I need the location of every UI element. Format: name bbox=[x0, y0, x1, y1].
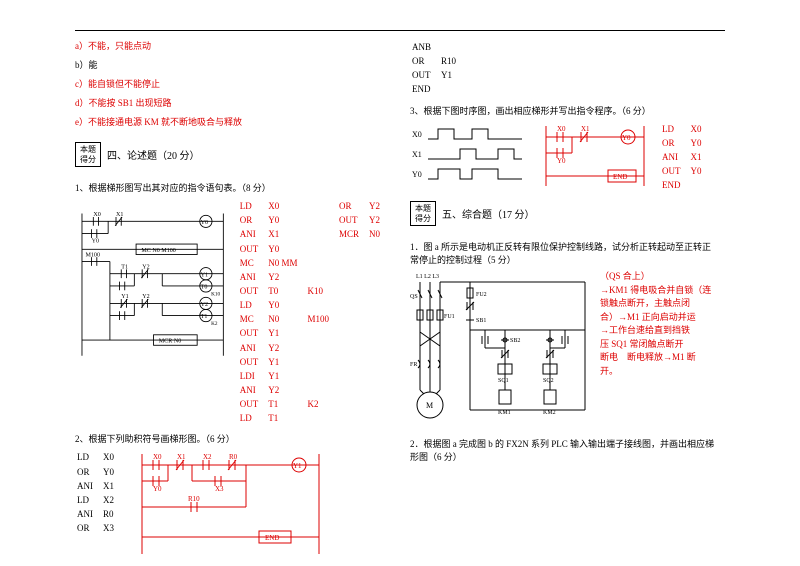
svg-text:Y0: Y0 bbox=[622, 134, 631, 142]
svg-text:M100: M100 bbox=[85, 252, 100, 258]
svg-text:T1: T1 bbox=[201, 314, 208, 320]
svg-text:SQ2: SQ2 bbox=[543, 378, 554, 384]
svg-text:X1: X1 bbox=[581, 125, 590, 133]
svg-text:QS: QS bbox=[410, 294, 418, 300]
left-column: a）不能，只能点动 b）能 c）能自锁但不能停止 d）不能按 SB1 出现短路 … bbox=[75, 39, 390, 556]
svg-text:K10: K10 bbox=[211, 292, 220, 298]
svg-text:Y1: Y1 bbox=[293, 462, 302, 470]
mc-option-b: b）能 bbox=[75, 58, 390, 71]
svg-text:K2: K2 bbox=[211, 321, 218, 327]
q2-figure-row: LDX0 ORY0 ANIX1 LDX2 ANIR0 ORX3 X0 X1 X2… bbox=[75, 449, 390, 559]
svg-text:Y0: Y0 bbox=[92, 238, 99, 244]
q1-figure-row: X0 X1 Y0 Y0 MC N0 M100 M100 bbox=[75, 198, 390, 426]
code-list-3: LDX0 ORY0 ANIX1 OUTY0 END bbox=[660, 121, 712, 194]
q5-2-line2: 形图（6 分） bbox=[410, 452, 462, 462]
section-4-title: 四、论述题（20 分） bbox=[107, 147, 200, 162]
score-box-4: 本题得分 bbox=[75, 142, 101, 167]
svg-text:FU2: FU2 bbox=[476, 292, 487, 298]
question-1: 1、根据梯形图写出其对应的指令语句表。（8 分） bbox=[75, 181, 390, 194]
svg-text:X0: X0 bbox=[557, 125, 566, 133]
ladder-diagram-1: X0 X1 Y0 Y0 MC N0 M100 M100 bbox=[75, 198, 228, 373]
svg-text:KM2: KM2 bbox=[543, 410, 556, 416]
svg-text:Y1: Y1 bbox=[121, 294, 128, 300]
q3-figure-row: X0 X1 Y0 X0 X1 Y0 Y0 bbox=[410, 121, 725, 194]
svg-text:X0: X0 bbox=[153, 453, 162, 461]
timing-diagram: X0 X1 Y0 bbox=[410, 121, 530, 191]
mc-option-e: e）不能接通电源 KM 就不断地吸合与释放 bbox=[75, 115, 390, 128]
svg-text:X1: X1 bbox=[116, 212, 123, 218]
code-top: ANB ORR10 OUTY1 END bbox=[410, 39, 466, 98]
section-5-title: 五、综合题（17 分） bbox=[442, 206, 535, 221]
question-3: 3、根据下图时序图，画出相应梯形并写出指令程序。（6 分） bbox=[410, 104, 725, 117]
svg-text:T0: T0 bbox=[201, 285, 208, 291]
q5-1-line1: 1．图 a 所示是电动机正反转有限位保护控制线路，试分析正转起动至正转正 bbox=[410, 242, 711, 252]
svg-text:X1: X1 bbox=[412, 150, 422, 159]
svg-text:Y0: Y0 bbox=[201, 220, 208, 226]
svg-text:L1 L2 L3: L1 L2 L3 bbox=[416, 274, 439, 280]
svg-text:X3: X3 bbox=[215, 485, 224, 493]
svg-text:Y2: Y2 bbox=[201, 302, 208, 308]
svg-text:M: M bbox=[426, 401, 433, 410]
svg-text:R0: R0 bbox=[229, 453, 238, 461]
section-4-header: 本题得分 四、论述题（20 分） bbox=[75, 142, 200, 167]
svg-text:X0: X0 bbox=[93, 212, 100, 218]
analysis-line: 断电 断电释放→M1 断 bbox=[600, 351, 711, 365]
code-list-1: LDX0ORY2 ORY0OUTY2 ANIX1MCRN0 OUTY0 MCN0… bbox=[238, 198, 390, 426]
ladder-diagram-2: X0 X1 X2 R0 Y1 Y0 X3 R10 END bbox=[134, 449, 324, 559]
q5-2-line1: 2．根据图 a 完成图 b 的 FX2N 系列 PLC 输入输出端子接线图，并画… bbox=[410, 439, 714, 449]
svg-text:Y0: Y0 bbox=[153, 485, 162, 493]
mc-option-c: c）能自锁但不能停止 bbox=[75, 77, 390, 90]
svg-text:KM1: KM1 bbox=[498, 410, 511, 416]
q5-figure-row: L1 L2 L3 QS FU1 FR bbox=[410, 270, 725, 425]
mc-option-d: d）不能按 SB1 出现短路 bbox=[75, 96, 390, 109]
svg-text:FR: FR bbox=[410, 362, 417, 368]
svg-text:Y2: Y2 bbox=[142, 294, 149, 300]
motor-circuit-diagram: L1 L2 L3 QS FU1 FR bbox=[410, 270, 590, 425]
right-column: ANB ORR10 OUTY1 END 3、根据下图时序图，画出相应梯形并写出指… bbox=[410, 39, 725, 556]
svg-text:X1: X1 bbox=[177, 453, 186, 461]
svg-text:X2: X2 bbox=[203, 453, 212, 461]
mc-option-a: a）不能，只能点动 bbox=[75, 39, 390, 52]
svg-text:FU1: FU1 bbox=[444, 314, 455, 320]
svg-text:Y1: Y1 bbox=[201, 273, 208, 279]
question-5-2: 2．根据图 a 完成图 b 的 FX2N 系列 PLC 输入输出端子接线图，并画… bbox=[410, 437, 725, 463]
svg-text:Y2: Y2 bbox=[142, 265, 149, 271]
svg-text:Y0: Y0 bbox=[412, 170, 422, 179]
svg-text:MC N0 M100: MC N0 M100 bbox=[141, 248, 176, 254]
analysis-line: →工作台速给直到挡铁 bbox=[600, 324, 711, 338]
section-5-header: 本题得分 五、综合题（17 分） bbox=[410, 201, 535, 226]
question-5-1: 1．图 a 所示是电动机正反转有限位保护控制线路，试分析正转起动至正转正 常停止… bbox=[410, 240, 725, 266]
svg-text:MCR N0: MCR N0 bbox=[159, 339, 182, 345]
code-list-2: LDX0 ORY0 ANIX1 LDX2 ANIR0 ORX3 bbox=[75, 449, 124, 536]
analysis-line: 锁触点断开，主触点闭 bbox=[600, 297, 711, 311]
svg-text:SB1: SB1 bbox=[476, 318, 486, 324]
analysis-line: （QS 合上） bbox=[600, 270, 711, 284]
svg-text:R10: R10 bbox=[188, 495, 200, 503]
score-box-5: 本题得分 bbox=[410, 201, 436, 226]
ladder-diagram-3: X0 X1 Y0 Y0 END bbox=[540, 121, 650, 191]
analysis-text: （QS 合上） →KM1 得电吸合并自锁（连 锁触点断开，主触点闭 合）→M1 … bbox=[600, 270, 711, 378]
analysis-line: →KM1 得电吸合并自锁（连 bbox=[600, 284, 711, 298]
analysis-line: 合）→M1 正向启动并运 bbox=[600, 311, 711, 325]
analysis-line: 压 SQ1 常闭触点断开 bbox=[600, 338, 711, 352]
svg-text:END: END bbox=[265, 534, 279, 542]
svg-text:Y0: Y0 bbox=[557, 157, 566, 165]
svg-text:SQ1: SQ1 bbox=[498, 378, 509, 384]
svg-text:T1: T1 bbox=[121, 265, 128, 271]
svg-text:END: END bbox=[613, 173, 627, 181]
svg-text:X0: X0 bbox=[412, 130, 422, 139]
analysis-line: 开。 bbox=[600, 365, 711, 379]
svg-text:SB2: SB2 bbox=[510, 338, 520, 344]
q5-1-line2: 常停止的控制过程（5 分） bbox=[410, 255, 516, 265]
question-2: 2、根据下列助积符号画梯形图。（6 分） bbox=[75, 432, 390, 445]
